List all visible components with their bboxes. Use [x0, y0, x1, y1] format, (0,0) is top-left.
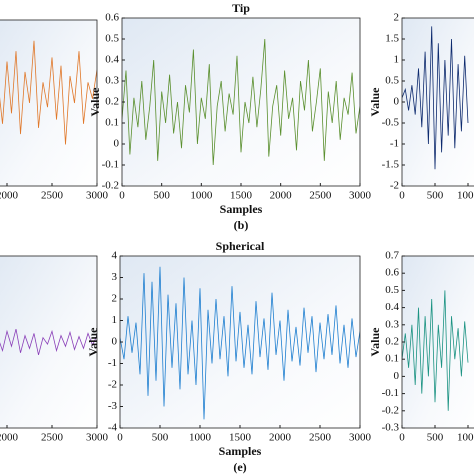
x-tick-label: 0 [399, 190, 405, 202]
y-tick-label: 4 [112, 250, 118, 262]
panel-caption: (b) [234, 218, 249, 232]
y-axis-label: Value [368, 87, 382, 117]
x-tick-label: 2500 [41, 432, 64, 444]
y-tick-label: -0.1 [382, 387, 399, 399]
plot-area [0, 40, 97, 145]
signal-line [402, 26, 469, 170]
y-tick-label: 1 [394, 54, 400, 66]
y-tick-label: 0 [114, 138, 120, 150]
plot-area [402, 290, 469, 411]
y-tick-label: 0 [112, 336, 118, 348]
plot-background [0, 20, 97, 186]
x-tick-label: 3000 [349, 432, 372, 444]
chart-title: Spherical [216, 239, 265, 253]
x-tick-label: 2000 [0, 190, 19, 202]
y-axis-label: Value [88, 87, 102, 117]
x-tick-label: 500 [153, 190, 170, 202]
plot-area [120, 266, 360, 420]
signal-line [402, 290, 469, 411]
y-tick-label: 0.6 [385, 267, 399, 279]
y-tick-label: -2 [108, 379, 117, 391]
x-tick-label: 1000 [190, 190, 213, 202]
y-tick-label: -4 [108, 422, 118, 434]
x-tick-label: 0 [399, 432, 405, 444]
y-tick-label: 0 [394, 96, 400, 108]
x-tick-label: 1000 [189, 432, 212, 444]
x-tick-label: 3000 [86, 432, 109, 444]
plot-area [122, 38, 360, 166]
y-tick-label: -0.2 [102, 180, 119, 192]
y-tick-label: 0.2 [385, 336, 399, 348]
x-tick-label: 500 [427, 190, 444, 202]
x-tick-label: 0 [117, 432, 123, 444]
y-axis-label: Value [368, 327, 382, 357]
y-tick-label: 0.5 [105, 33, 119, 45]
x-tick-label: 1500 [230, 190, 253, 202]
x-tick-label: 2500 [309, 432, 332, 444]
y-tick-label: 0 [394, 370, 400, 382]
plot-background [402, 256, 474, 428]
plot-frame [0, 19, 98, 187]
signal-line [120, 266, 360, 420]
y-tick-label: 1 [112, 314, 118, 326]
y-tick-label: -0.1 [102, 159, 119, 171]
plot-background [120, 256, 360, 428]
plot-background [122, 18, 360, 186]
y-tick-label: 0.7 [385, 250, 399, 262]
y-tick-label: 1.5 [385, 33, 399, 45]
x-tick-label: 3000 [86, 190, 109, 202]
plot-area [402, 26, 469, 170]
y-tick-label: 0.4 [385, 301, 399, 313]
y-tick-label: -1.5 [382, 159, 400, 171]
y-tick-label: -2 [390, 180, 399, 192]
x-tick-label: 500 [427, 432, 444, 444]
y-tick-label: 0.5 [385, 75, 399, 87]
x-axis-label: Samples [219, 444, 262, 458]
y-axis-label: Value [86, 327, 100, 357]
x-tick-label: 1000 [457, 190, 474, 202]
y-tick-label: -3 [108, 400, 118, 412]
y-tick-label: 2 [394, 12, 400, 24]
y-tick-label: -1 [108, 357, 117, 369]
y-tick-label: 2 [112, 293, 118, 305]
y-tick-label: -0.2 [382, 404, 399, 416]
panel-caption: (e) [233, 460, 246, 474]
y-tick-label: 0.5 [385, 284, 399, 296]
x-tick-label: 2000 [0, 432, 19, 444]
y-tick-label: 0.1 [105, 117, 119, 129]
y-tick-label: 0.3 [105, 75, 119, 87]
plot-area [0, 328, 97, 356]
x-tick-label: 500 [152, 432, 169, 444]
x-tick-label: 1500 [229, 432, 252, 444]
x-axis-label: Samples [220, 202, 263, 216]
x-tick-label: 2500 [41, 190, 64, 202]
x-tick-label: 2500 [309, 190, 332, 202]
y-tick-label: 0.4 [105, 54, 119, 66]
x-tick-label: 2000 [270, 190, 293, 202]
y-tick-label: 0.1 [385, 353, 399, 365]
y-tick-label: 0.2 [105, 96, 119, 108]
y-tick-label: -0.3 [382, 422, 400, 434]
x-tick-label: 0 [119, 190, 125, 202]
plot-frame [0, 255, 98, 429]
y-tick-label: 0.3 [385, 318, 399, 330]
signal-line [0, 40, 97, 145]
y-tick-label: 3 [112, 271, 118, 283]
x-tick-label: 1000 [457, 432, 474, 444]
x-tick-label: 3000 [349, 190, 372, 202]
y-tick-label: -1 [390, 138, 399, 150]
signal-line [122, 38, 360, 166]
y-tick-label: -0.5 [382, 117, 400, 129]
chart-title: Tip [232, 1, 250, 15]
signal-line [0, 328, 97, 356]
y-tick-label: 0.6 [105, 12, 119, 24]
x-tick-label: 2000 [269, 432, 292, 444]
